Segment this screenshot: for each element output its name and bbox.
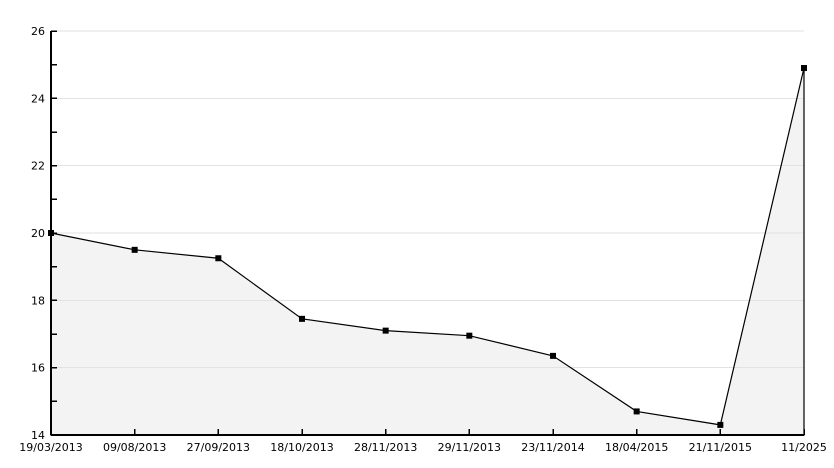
data-point-marker — [299, 315, 305, 322]
y-axis-tick-label: 24 — [31, 92, 45, 105]
data-point-marker — [633, 408, 640, 415]
data-point-marker — [131, 246, 138, 253]
x-axis-tick-label: 19/03/2013 — [19, 441, 82, 454]
x-axis-tick-label: 09/08/2013 — [103, 441, 166, 454]
data-point-marker — [382, 327, 389, 334]
y-axis-tick-label: 20 — [31, 227, 45, 240]
y-axis-tick-label: 26 — [31, 25, 45, 38]
data-point-marker — [550, 352, 556, 359]
y-axis-tick-label: 22 — [31, 160, 45, 173]
data-point-marker — [717, 421, 724, 428]
data-point-marker — [215, 255, 222, 262]
data-point-marker — [801, 65, 807, 72]
data-point-marker — [48, 230, 54, 236]
x-axis-tick-label: 28/11/2013 — [354, 441, 417, 454]
data-area-fill — [51, 68, 804, 436]
x-axis-tick-label: 23/11/2014 — [521, 441, 584, 454]
x-axis-tick-label: 29/11/2013 — [438, 441, 501, 454]
y-axis-tick-label: 18 — [31, 294, 45, 307]
x-axis-tick-label: 11/2025 — [781, 441, 827, 454]
y-axis-tick-label: 16 — [31, 362, 45, 375]
x-axis-tick-label: 18/04/2015 — [605, 441, 668, 454]
x-axis-tick-label: 21/11/2015 — [689, 441, 752, 454]
x-axis-tick-label: 27/09/2013 — [187, 441, 250, 454]
x-axis-tick-label: 18/10/2013 — [270, 441, 333, 454]
y-axis-tick-label: 14 — [31, 429, 45, 442]
data-point-marker — [466, 332, 473, 339]
